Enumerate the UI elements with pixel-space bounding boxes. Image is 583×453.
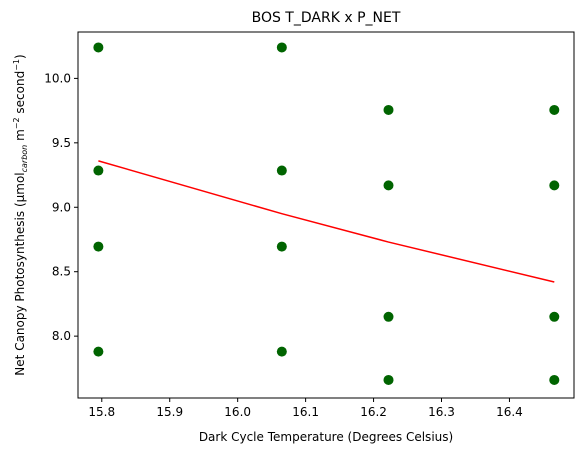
data-point [93,346,104,357]
x-axis: 15.8 15.9 16.0 16.1 16.2 16.3 16.4 [88,398,523,419]
x-tick-label: 15.9 [156,405,183,419]
y-tick-label: 8.5 [52,265,71,279]
x-tick-label: 15.8 [88,405,115,419]
data-point [93,165,104,176]
data-point [549,374,560,385]
y-axis-label-superscript-2: −1 [12,59,21,71]
data-point [549,104,560,115]
data-point [383,104,394,115]
x-tick-label: 16.2 [360,405,387,419]
y-axis-label-subscript: carbon [20,145,29,173]
data-point [276,346,287,357]
y-axis-label-end: ) [13,54,27,59]
y-tick-label: 10.0 [44,71,71,85]
y-axis-label-main: Net Canopy Photosynthesis (μmol [13,172,27,375]
data-point [93,42,104,53]
data-point [276,42,287,53]
plot-frame [77,31,575,399]
data-point [276,241,287,252]
chart-title: BOS T_DARK x P_NET [252,10,401,26]
data-point [383,374,394,385]
x-axis-label: Dark Cycle Temperature (Degrees Celsius) [199,430,453,444]
x-tick-label: 16.0 [224,405,251,419]
y-axis-label-superscript-1: −2 [12,117,21,129]
y-axis-label: Net Canopy Photosynthesis (μmolcarbon m−… [12,54,29,375]
y-tick-label: 8.0 [52,329,71,343]
y-axis: 8.0 8.5 9.0 9.5 10.0 [44,71,78,343]
plot-area [93,42,560,385]
y-tick-label: 9.0 [52,200,71,214]
trend-line [98,160,555,283]
data-point [549,311,560,322]
data-point [276,165,287,176]
x-tick-label: 16.3 [428,405,455,419]
x-tick-label: 16.1 [292,405,319,419]
y-axis-label-unit-m: m [13,129,27,145]
data-point [383,311,394,322]
data-point [93,241,104,252]
data-point [383,180,394,191]
y-axis-label-unit-second: second [13,71,27,118]
y-tick-label: 9.5 [52,136,71,150]
data-point [549,180,560,191]
x-tick-label: 16.4 [496,405,523,419]
